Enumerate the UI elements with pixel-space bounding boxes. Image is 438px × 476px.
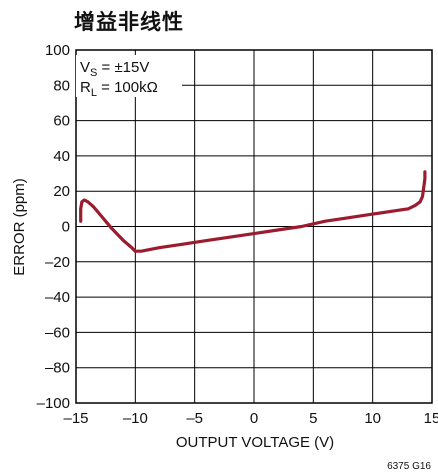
data-point: [422, 186, 425, 189]
y-tick-label: –40: [45, 289, 70, 306]
y-tick-labels: 100 80 60 40 20 0 –20 –40 –60 –80 –100: [37, 42, 70, 412]
data-point: [92, 205, 96, 209]
figure-id: 6375 G16: [387, 461, 431, 472]
data-point: [423, 177, 427, 181]
x-tick-label: 0: [250, 410, 258, 427]
chart-title: 增益非线性: [74, 11, 184, 34]
data-point: [229, 235, 232, 239]
y-tick-label: 40: [53, 148, 70, 165]
x-tick-label: 15: [424, 410, 438, 427]
plot-frame: [75, 49, 433, 404]
data-point: [395, 209, 398, 212]
y-tick-label: 20: [53, 183, 70, 200]
data-point: [134, 250, 137, 253]
y-tick-label: 80: [53, 77, 70, 94]
y-tick-label: 0: [62, 219, 70, 236]
data-point: [252, 232, 256, 235]
x-tick-label: –10: [123, 410, 148, 427]
data-point: [98, 212, 101, 216]
data-point: [300, 225, 303, 228]
data-point: [423, 170, 427, 173]
x-tick-label: 10: [364, 410, 381, 427]
data-point: [130, 246, 133, 249]
y-axis-label: ERROR (ppm): [11, 178, 28, 276]
data-point: [414, 204, 417, 207]
x-tick-label: –15: [63, 410, 88, 427]
series-line: [79, 170, 427, 253]
series-group: [79, 170, 427, 253]
data-point: [371, 212, 374, 216]
y-tick-label: –100: [37, 395, 70, 412]
plot-border: [75, 49, 433, 404]
y-tick-label: 60: [53, 113, 70, 130]
rl-annotation: RL = 100kΩ: [80, 79, 158, 99]
y-tick-label: –20: [45, 254, 70, 271]
data-point: [205, 239, 208, 242]
data-point: [418, 200, 422, 203]
y-tick-label: –80: [45, 360, 70, 377]
data-point: [407, 207, 410, 211]
y-tick-label: 100: [45, 42, 70, 59]
data-point: [110, 227, 113, 230]
data-point: [79, 207, 82, 211]
data-point: [80, 200, 84, 203]
data-point: [79, 220, 82, 223]
y-tick-label: –60: [45, 324, 70, 341]
data-point: [140, 250, 143, 253]
data-point: [86, 200, 90, 203]
grid-lines: [75, 49, 433, 404]
vs-annotation: VS = ±15V: [80, 59, 149, 79]
data-point: [347, 216, 351, 219]
data-point: [276, 228, 279, 232]
x-tick-label: 5: [309, 410, 317, 427]
data-point: [157, 246, 161, 249]
x-tick-label: –5: [186, 410, 203, 427]
x-tick-labels: –15 –10 –5 0 5 10 15: [63, 410, 438, 427]
data-point: [83, 198, 86, 202]
data-point: [324, 220, 327, 223]
data-point: [421, 195, 424, 198]
condition-annotation: VS = ±15V RL = 100kΩ: [76, 55, 182, 99]
x-axis-label: OUTPUT VOLTAGE (V): [176, 434, 334, 451]
data-point: [122, 239, 125, 242]
data-point: [181, 242, 184, 246]
annotation-background: [76, 55, 182, 97]
